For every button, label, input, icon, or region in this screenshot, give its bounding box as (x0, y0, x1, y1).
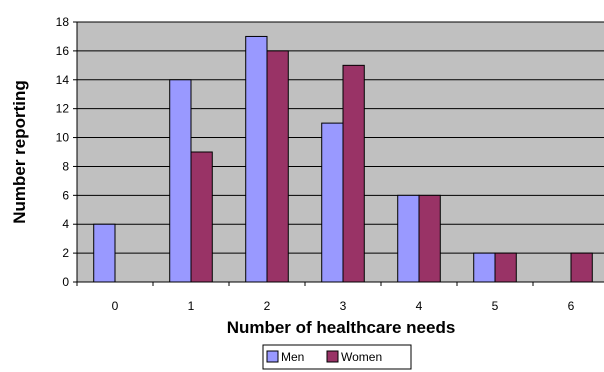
x-tick-label: 1 (188, 299, 195, 313)
x-tick-label: 3 (340, 299, 347, 313)
bar-women-3 (342, 64, 365, 283)
y-axis-title: Number reporting (10, 80, 29, 224)
bar-men-3 (321, 122, 344, 283)
bar-men-4 (397, 194, 420, 283)
y-tick-label: 0 (62, 275, 69, 289)
bar-men-1 (169, 79, 192, 283)
legend-label-women: Women (341, 350, 382, 364)
bars (93, 35, 593, 283)
x-tick-label: 4 (416, 299, 423, 313)
legend-label-men: Men (281, 350, 304, 364)
x-tick-label: 2 (264, 299, 271, 313)
bar-women-2 (266, 50, 289, 283)
bar-women-5 (494, 252, 517, 283)
y-ticks: 0 2 4 6 8 10 12 14 16 18 (56, 15, 77, 289)
x-axis-title: Number of healthcare needs (227, 318, 456, 337)
bar-women-4 (418, 194, 441, 283)
bar-women-1 (190, 151, 213, 283)
y-tick-label: 14 (56, 73, 70, 87)
x-ticks: 0 1 2 3 4 5 6 (76, 282, 575, 313)
x-tick-label: 6 (568, 299, 575, 313)
bar-men-5 (473, 252, 496, 283)
y-tick-label: 10 (56, 131, 70, 145)
axes (76, 22, 604, 283)
legend-swatch-men (266, 350, 279, 363)
legend: Men Women (262, 344, 412, 370)
bar-men-0 (93, 223, 116, 283)
x-tick-label: 0 (112, 299, 119, 313)
y-tick-label: 2 (62, 246, 69, 260)
bar-men-2 (245, 35, 268, 283)
y-tick-label: 12 (56, 102, 70, 116)
y-tick-label: 18 (56, 15, 70, 29)
y-tick-label: 8 (62, 159, 69, 173)
x-tick-label: 5 (492, 299, 499, 313)
y-tick-label: 6 (62, 188, 69, 202)
bar-women-6 (570, 252, 593, 283)
y-tick-label: 16 (56, 44, 70, 58)
legend-swatch-women (326, 350, 339, 363)
y-tick-label: 4 (62, 217, 69, 231)
